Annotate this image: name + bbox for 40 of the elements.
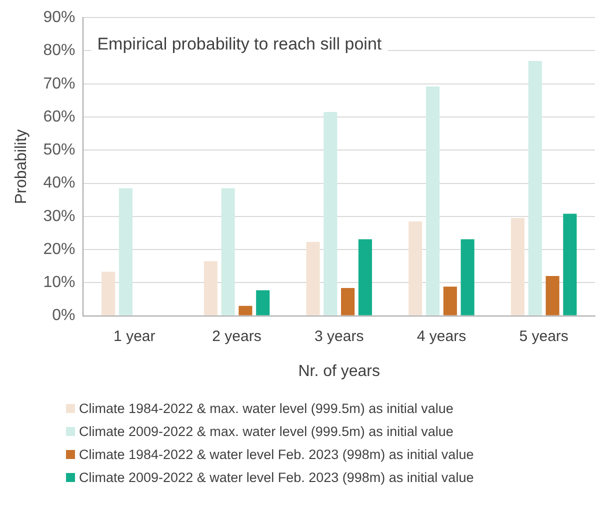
bar bbox=[238, 306, 252, 316]
x-tick-label: 5 years bbox=[519, 328, 568, 345]
y-tick-label: 10% bbox=[43, 274, 76, 292]
bar bbox=[256, 290, 270, 316]
x-tick-label: 3 years bbox=[314, 328, 364, 345]
bar bbox=[546, 276, 560, 316]
bar bbox=[102, 272, 116, 316]
y-tick-label: 90% bbox=[43, 9, 76, 26]
legend-label: Climate 2009-2022 & water level Feb. 2023 (998m) as initial value bbox=[78, 469, 475, 487]
y-tick-label: 30% bbox=[43, 208, 76, 225]
x-axis-title: Nr. of years bbox=[298, 362, 380, 380]
x-tick-label: 1 year bbox=[114, 328, 156, 345]
y-tick-label: 50% bbox=[43, 142, 76, 159]
y-tick-label: 70% bbox=[43, 75, 76, 92]
bar bbox=[510, 218, 525, 316]
bar bbox=[528, 61, 542, 316]
y-tick-label: 20% bbox=[43, 240, 76, 258]
bar bbox=[408, 221, 422, 316]
bar bbox=[426, 86, 440, 316]
x-tick-label: 4 years bbox=[416, 328, 466, 345]
legend-label: Climate 1984-2022 & water level Feb. 2023 (998m) as initial value bbox=[78, 446, 475, 464]
y-tick-label: 60% bbox=[43, 108, 76, 126]
bar bbox=[358, 239, 372, 316]
bar bbox=[324, 112, 338, 316]
bar bbox=[563, 214, 577, 316]
text: Empirical probability to reach sill point bbox=[97, 34, 382, 54]
y-axis-title: Probability bbox=[13, 129, 30, 204]
bar bbox=[341, 288, 355, 316]
bar bbox=[443, 286, 457, 316]
y-tick-label: 80% bbox=[43, 42, 76, 60]
bar bbox=[204, 261, 218, 316]
bar bbox=[221, 188, 235, 316]
legend-label: Climate 2009-2022 & max. water level (999.5m) as initial value bbox=[78, 423, 454, 441]
y-tick-label: 40% bbox=[43, 174, 76, 192]
bar bbox=[118, 188, 132, 316]
bar bbox=[306, 242, 320, 316]
x-tick-label: 2 years bbox=[212, 328, 262, 345]
y-tick-label: 0% bbox=[52, 307, 76, 324]
bar bbox=[460, 239, 474, 316]
legend-label: Climate 1984-2022 & max. water level (999.5m) as initial value bbox=[78, 400, 454, 418]
